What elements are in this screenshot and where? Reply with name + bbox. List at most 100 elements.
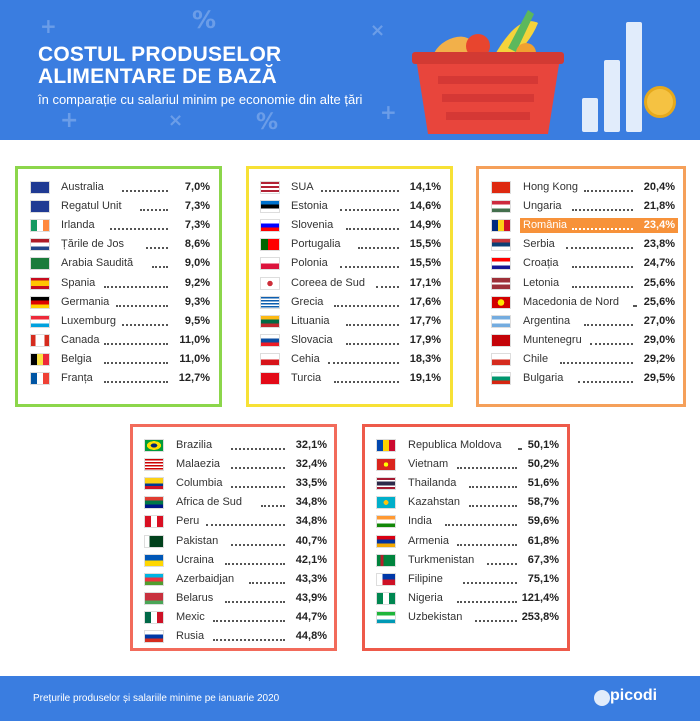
- percentage-value: 17,9%: [409, 333, 441, 346]
- country-name: Luxemburg: [61, 314, 117, 327]
- close-icon: ×: [168, 110, 184, 131]
- panel-coral: Brazilia 32,1% Malaezia 32,4% Columbia 33,5% A…: [130, 424, 337, 651]
- colombia-flag-icon: [144, 477, 164, 491]
- panel-yellow: SUA 14,1% Estonia 14,6% Slovenia 14,9% Portuga…: [246, 166, 453, 407]
- korea-flag-icon: [260, 276, 280, 290]
- percentage-value: 67,3%: [527, 553, 559, 566]
- moldova-flag-icon: [376, 439, 396, 452]
- country-name: Ucraina: [176, 553, 214, 566]
- dot-leader: [327, 361, 399, 364]
- percentage-value: 19,1%: [409, 372, 441, 384]
- dot-leader: [462, 581, 517, 584]
- footer-note: Prețurile produselor și salariile minime…: [33, 693, 280, 704]
- peru-flag-icon: [144, 515, 164, 529]
- country-name: Letonia: [523, 276, 560, 289]
- percentage-value: 50,1%: [527, 439, 559, 451]
- czech-flag-icon: [260, 352, 280, 366]
- country-name: Franța: [61, 372, 93, 384]
- slovenia-flag-icon: [260, 219, 280, 233]
- country-name: Peru: [176, 515, 200, 528]
- romania-flag-icon: [491, 219, 511, 233]
- country-name: Kazahstan: [408, 496, 460, 509]
- ireland-flag-icon: [30, 219, 50, 233]
- dot-leader: [339, 266, 399, 269]
- macedonia-flag-icon: [491, 295, 511, 309]
- dot-leader: [261, 505, 285, 508]
- percentage-value: 33,5%: [295, 477, 327, 490]
- country-name: Germania: [61, 295, 110, 308]
- dot-leader: [571, 209, 633, 212]
- dot-leader: [565, 247, 633, 250]
- country-name: Croația: [523, 257, 559, 270]
- country-name: India: [408, 515, 432, 528]
- dot-leader: [152, 266, 168, 269]
- percentage-value: 58,7%: [527, 496, 559, 509]
- percentage-value: 29,2%: [643, 352, 675, 365]
- luxembourg-flag-icon: [30, 314, 50, 328]
- bulgaria-flag-icon: [491, 372, 511, 385]
- percentage-value: 75,1%: [527, 572, 559, 585]
- page-title: COSTUL PRODUSELOR ALIMENTARE DE BAZĂ: [38, 44, 281, 88]
- dot-leader: [487, 562, 517, 565]
- percentage-value: 32,1%: [295, 439, 327, 451]
- percentage-value: 14,9%: [409, 219, 441, 232]
- country-name: Belgia: [61, 352, 92, 365]
- croatia-flag-icon: [491, 257, 511, 271]
- dot-leader: [249, 581, 285, 584]
- percentage-value: 12,7%: [178, 372, 210, 384]
- dot-leader: [632, 304, 637, 307]
- percentage-value: 44,7%: [295, 610, 327, 623]
- dot-leader: [590, 342, 633, 345]
- percentage-value: 14,1%: [409, 181, 441, 193]
- percentage-value: 17,7%: [409, 314, 441, 327]
- country-name: Turcia: [291, 372, 322, 384]
- country-name: Africa de Sud: [176, 496, 243, 509]
- country-name: Coreea de Sud: [291, 276, 365, 289]
- page-subtitle: în comparație cu salariul minim pe econo…: [38, 92, 363, 107]
- percentage-value: 50,2%: [527, 458, 559, 471]
- percentage-value: 42,1%: [295, 553, 327, 566]
- percentage-value: 23,4%: [643, 219, 675, 232]
- vietnam-flag-icon: [376, 458, 396, 472]
- dot-leader: [212, 619, 285, 622]
- dot-leader: [333, 304, 399, 307]
- belarus-flag-icon: [144, 591, 164, 605]
- country-name: Slovenia: [291, 219, 334, 232]
- country-name: Cehia: [291, 352, 320, 365]
- percentage-value: 43,3%: [295, 572, 327, 585]
- percentage-value: 61,8%: [527, 534, 559, 547]
- country-name: Mexic: [176, 610, 205, 623]
- dot-leader: [571, 266, 633, 269]
- country-name: Rusia: [176, 630, 205, 642]
- dot-leader: [468, 505, 517, 508]
- southafrica-flag-icon: [144, 496, 164, 510]
- country-name: Slovacia: [291, 333, 333, 346]
- dot-leader: [140, 209, 168, 212]
- slovakia-flag-icon: [260, 333, 280, 347]
- dot-leader: [376, 285, 399, 288]
- country-name: Nigeria: [408, 591, 443, 604]
- country-name: Lituania: [291, 314, 330, 327]
- pakistan-flag-icon: [144, 534, 164, 548]
- dot-leader: [517, 448, 522, 450]
- dot-leader: [121, 190, 168, 192]
- russia-flag-icon: [144, 630, 164, 643]
- country-name: Muntenegru: [523, 333, 582, 346]
- dot-leader: [456, 467, 517, 470]
- serbia-flag-icon: [491, 238, 511, 252]
- percentage-value: 253,8%: [521, 610, 559, 623]
- thailand-flag-icon: [376, 477, 396, 491]
- australia-flag-icon: [30, 181, 50, 194]
- chile-flag-icon: [491, 352, 511, 366]
- percentage-value: 11,0%: [179, 352, 210, 365]
- percentage-value: 18,3%: [409, 352, 441, 365]
- title-line-2: ALIMENTARE DE BAZĂ: [38, 65, 277, 88]
- spain-flag-icon: [30, 276, 50, 290]
- grocery-basket-icon: [412, 10, 564, 134]
- turkey-flag-icon: [260, 372, 280, 385]
- plus-icon: +: [380, 100, 397, 124]
- saudi-flag-icon: [30, 257, 50, 271]
- percentage-value: 20,4%: [643, 181, 675, 193]
- dot-leader: [456, 600, 517, 603]
- percentage-value: 121,4%: [521, 591, 559, 604]
